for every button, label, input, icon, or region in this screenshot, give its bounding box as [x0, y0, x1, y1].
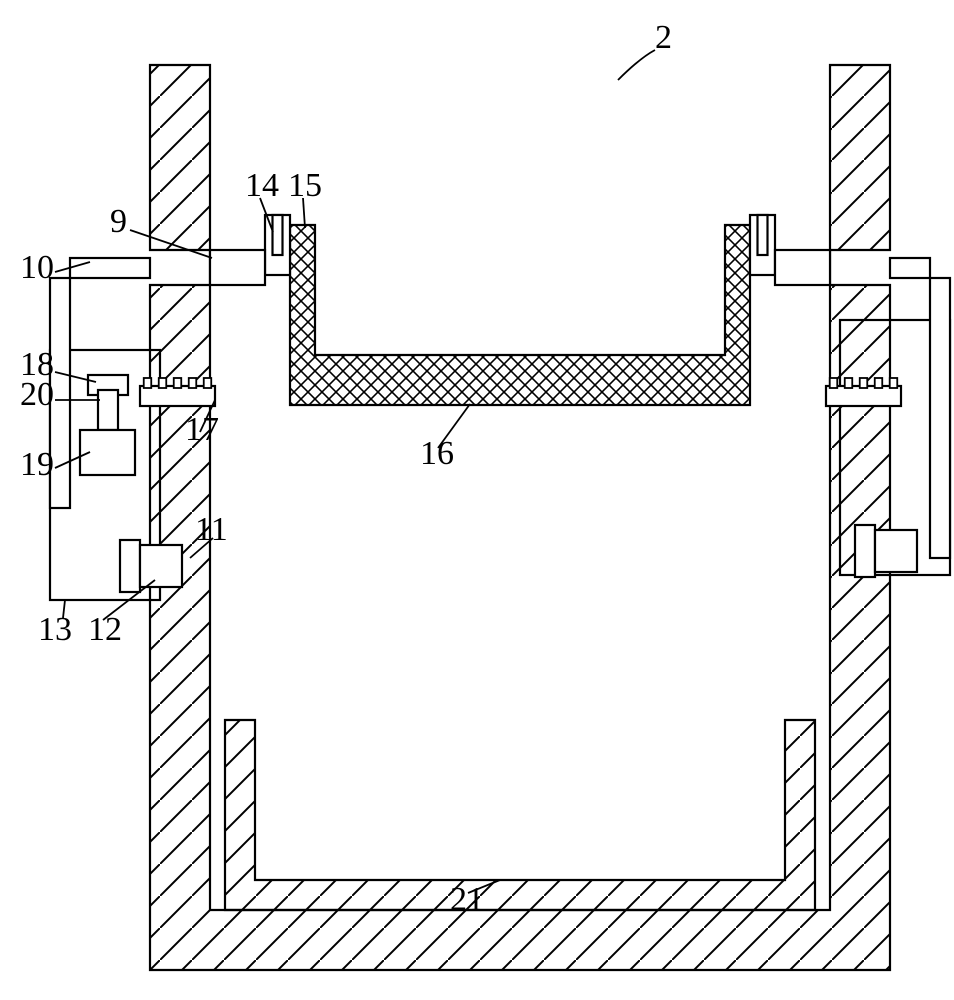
label-2: 2	[655, 19, 672, 56]
label-20: 20	[20, 376, 54, 413]
label-12: 12	[88, 611, 122, 648]
label-9: 9	[110, 203, 127, 240]
label-13: 13	[38, 611, 72, 648]
label-10: 10	[20, 249, 54, 286]
engineering-diagram: 29101112131415161718192021	[0, 0, 954, 1000]
mesh-basket-16	[290, 225, 750, 405]
label-15: 15	[288, 167, 322, 204]
collection-tray-21	[225, 720, 815, 910]
label-19: 19	[20, 446, 54, 483]
label-16: 16	[420, 435, 454, 472]
label-17: 17	[185, 411, 219, 448]
leader-lines	[55, 50, 655, 893]
label-21: 21	[450, 881, 484, 918]
label-11: 11	[195, 511, 228, 548]
label-14: 14	[245, 167, 279, 204]
